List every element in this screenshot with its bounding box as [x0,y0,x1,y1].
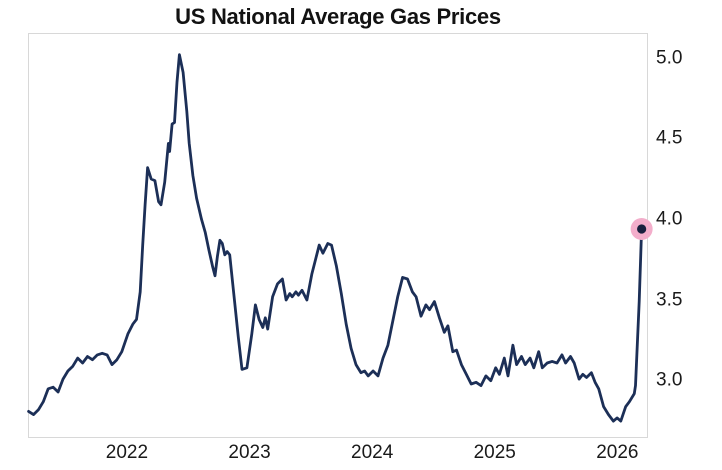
y-tick-label: 3.0 [656,369,683,391]
chart-title: US National Average Gas Prices [175,4,501,29]
y-tick-label: 3.5 [656,289,683,311]
y-tick-label: 5.0 [656,47,683,69]
price-line [27,53,643,423]
y-tick-label: 4.5 [656,127,683,149]
plot-area [27,33,653,438]
x-tick-label: 2022 [105,442,149,463]
x-tick-label: 2026 [596,442,639,463]
latest-point-dot [637,224,647,234]
x-tick-label: 2025 [473,442,516,463]
x-tick-label: 2024 [351,442,394,463]
price-line-svg [27,53,653,423]
y-tick-label: 4.0 [656,208,683,230]
x-tick-label: 2023 [228,442,271,463]
